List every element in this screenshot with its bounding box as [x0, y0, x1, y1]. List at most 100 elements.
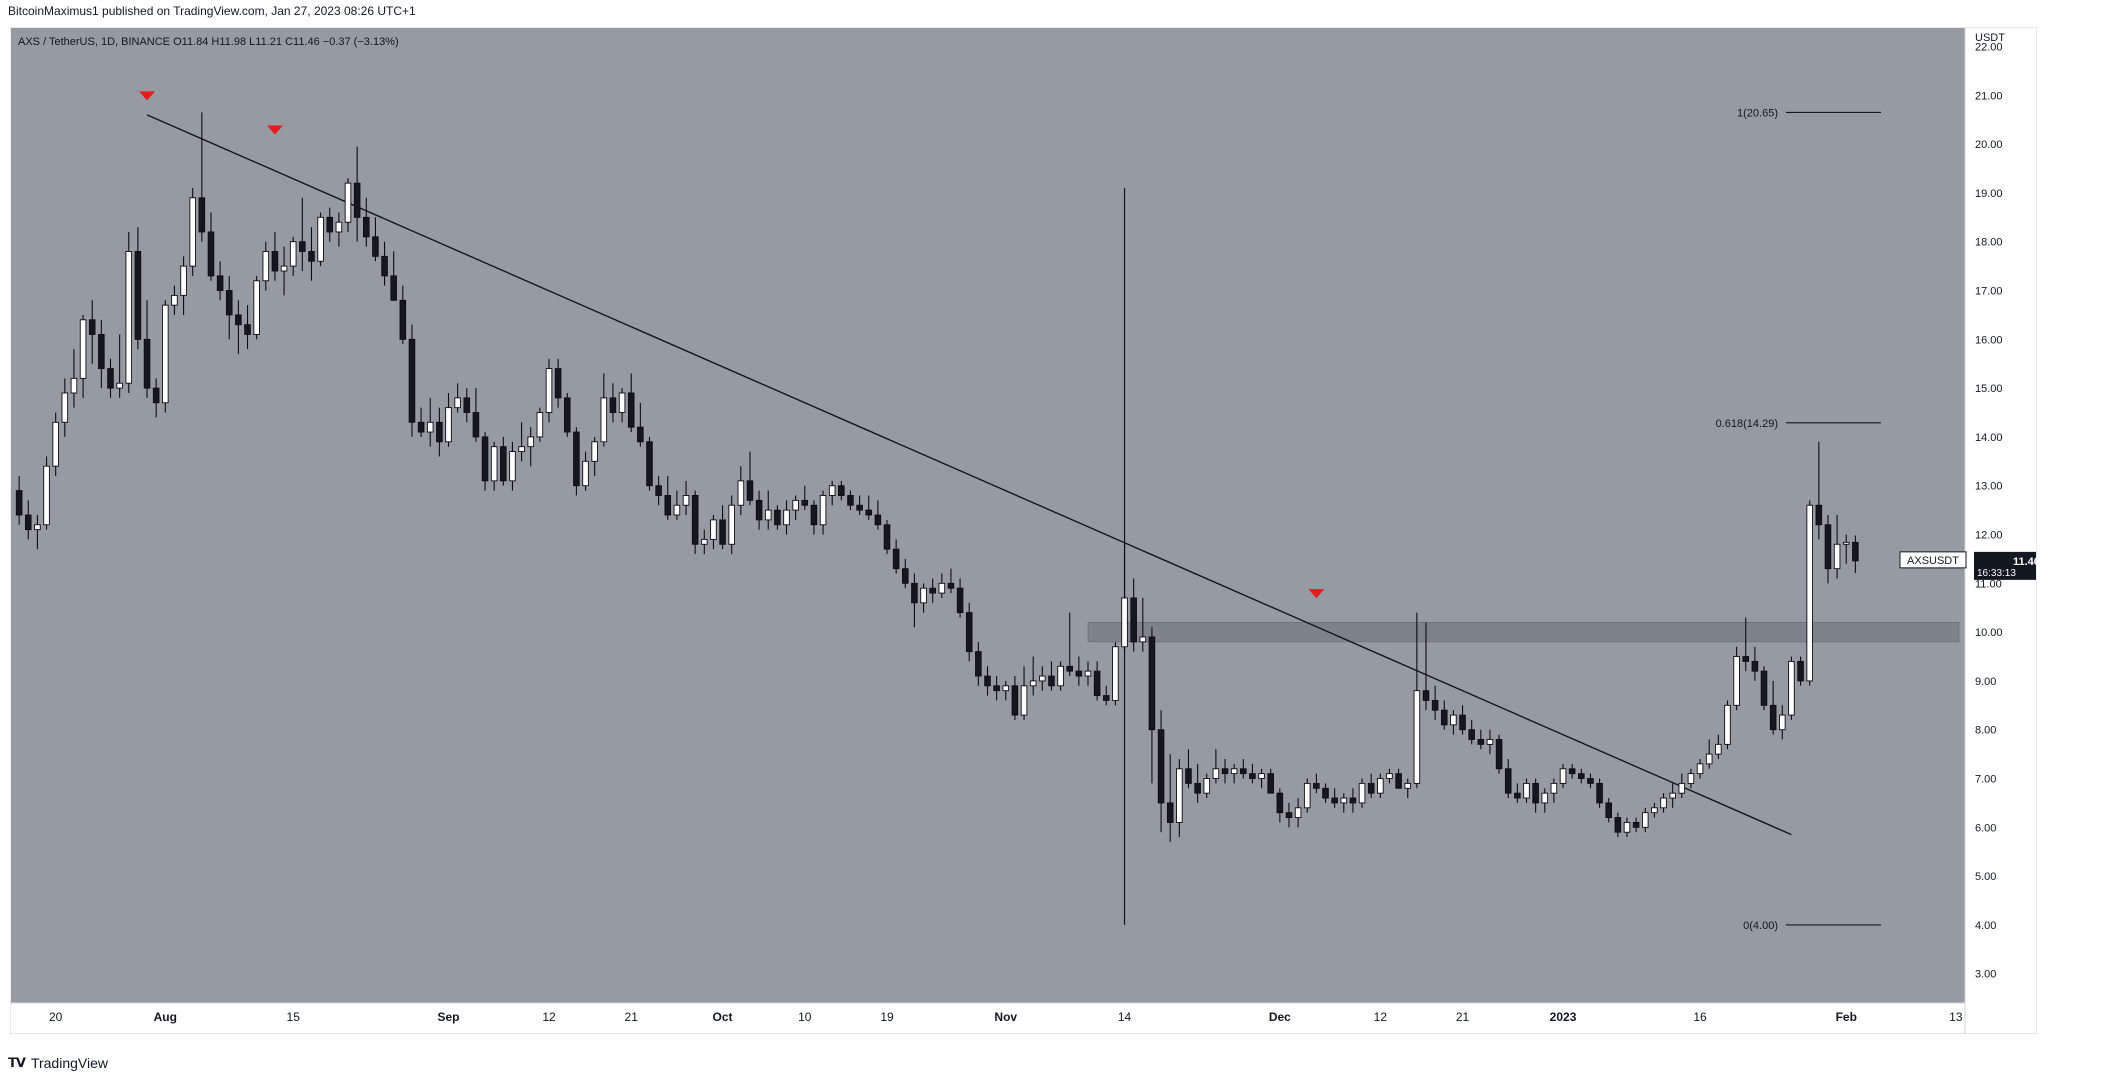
candle[interactable] [1605, 798, 1612, 823]
price-chart[interactable]: 1(20.65) 0.618(14.29) 0(4.00) 3.00 4.00 5.00… [9, 26, 2040, 1035]
candle[interactable] [152, 378, 160, 418]
candle[interactable] [1121, 539, 1128, 652]
candle[interactable] [1029, 656, 1037, 696]
candle[interactable] [1779, 705, 1786, 740]
candle[interactable] [1331, 788, 1338, 808]
candle[interactable] [728, 495, 735, 555]
candle[interactable] [1852, 535, 1859, 574]
candle[interactable] [1760, 666, 1768, 711]
candle[interactable] [838, 480, 845, 501]
candle[interactable] [235, 300, 242, 354]
candle[interactable] [1422, 622, 1430, 711]
candle[interactable] [1678, 773, 1686, 799]
candle[interactable] [673, 490, 681, 520]
candle[interactable] [1139, 597, 1147, 652]
candle[interactable] [353, 146, 361, 242]
candle[interactable] [1687, 768, 1695, 789]
candle[interactable] [1349, 788, 1357, 813]
candle[interactable] [1568, 763, 1576, 779]
candle[interactable] [563, 393, 571, 437]
candle[interactable] [810, 500, 818, 535]
candle[interactable] [582, 451, 589, 491]
candle[interactable] [746, 451, 754, 506]
candle[interactable] [1176, 759, 1183, 838]
candle[interactable] [299, 197, 306, 271]
candle[interactable] [664, 475, 672, 520]
candle[interactable] [125, 231, 133, 393]
candle[interactable] [755, 490, 763, 530]
candle[interactable] [1157, 710, 1165, 833]
candle[interactable] [1788, 656, 1795, 720]
candle[interactable] [1514, 783, 1521, 803]
candle[interactable] [1833, 515, 1841, 579]
candle[interactable] [271, 231, 279, 281]
candle[interactable] [1669, 783, 1676, 808]
candle[interactable] [1002, 680, 1010, 701]
candle[interactable] [545, 358, 553, 423]
candle[interactable] [1751, 646, 1759, 681]
candle[interactable] [1504, 759, 1512, 799]
candle[interactable] [1733, 646, 1740, 711]
candle[interactable] [335, 212, 343, 247]
candle[interactable] [819, 490, 827, 535]
candle[interactable] [646, 436, 653, 491]
candle[interactable] [1614, 812, 1622, 838]
candle[interactable] [262, 241, 270, 291]
candle[interactable] [1742, 617, 1750, 672]
candle[interactable] [1523, 778, 1530, 803]
candle[interactable] [171, 285, 178, 315]
candle[interactable] [134, 227, 142, 350]
candle[interactable] [591, 436, 598, 476]
candle[interactable] [436, 407, 443, 457]
candle[interactable] [1048, 661, 1055, 691]
candle[interactable] [1267, 768, 1274, 794]
candle[interactable] [1541, 788, 1549, 813]
candle[interactable] [527, 427, 535, 467]
candle[interactable] [107, 358, 114, 398]
candle[interactable] [180, 256, 187, 315]
candle[interactable] [454, 383, 461, 413]
candle[interactable] [1824, 515, 1832, 584]
candle[interactable] [1221, 759, 1229, 784]
candle[interactable] [1130, 578, 1137, 652]
candle[interactable] [445, 393, 452, 447]
candle[interactable] [1166, 754, 1174, 842]
candle[interactable] [710, 515, 717, 550]
candle[interactable] [1313, 773, 1320, 794]
candle[interactable] [1322, 783, 1329, 803]
candle[interactable] [783, 500, 790, 535]
candle[interactable] [1696, 759, 1704, 779]
candle[interactable] [1377, 773, 1384, 799]
candle[interactable] [1102, 685, 1110, 706]
candle[interactable] [1212, 749, 1220, 784]
candle[interactable] [1276, 788, 1284, 823]
candle[interactable] [947, 568, 955, 594]
candle[interactable] [372, 217, 379, 262]
candle[interactable] [408, 324, 416, 437]
candle[interactable] [1194, 763, 1201, 803]
candle[interactable] [892, 539, 900, 574]
candle[interactable] [965, 602, 973, 662]
candle[interactable] [308, 227, 315, 281]
candle[interactable] [1258, 768, 1265, 789]
candle[interactable] [701, 529, 708, 555]
candle[interactable] [481, 432, 489, 491]
candle[interactable] [993, 676, 1000, 701]
candle[interactable] [536, 407, 544, 442]
candle[interactable] [1367, 773, 1375, 799]
candle[interactable] [1404, 778, 1412, 799]
candle[interactable] [737, 466, 745, 515]
candle[interactable] [792, 495, 799, 520]
candle[interactable] [801, 485, 809, 511]
candle[interactable] [1294, 798, 1302, 828]
candle[interactable] [509, 441, 516, 491]
candle[interactable] [143, 300, 151, 398]
chart-svg[interactable]: 1(20.65) 0.618(14.29) 0(4.00) 3.00 4.00 5.00… [9, 26, 2040, 1035]
candle[interactable] [1660, 793, 1667, 813]
candle[interactable] [1578, 768, 1585, 784]
candle[interactable] [573, 427, 580, 496]
candle[interactable] [1230, 763, 1238, 784]
candle[interactable] [911, 573, 918, 628]
candle[interactable] [1039, 666, 1046, 691]
candle[interactable] [52, 412, 59, 476]
